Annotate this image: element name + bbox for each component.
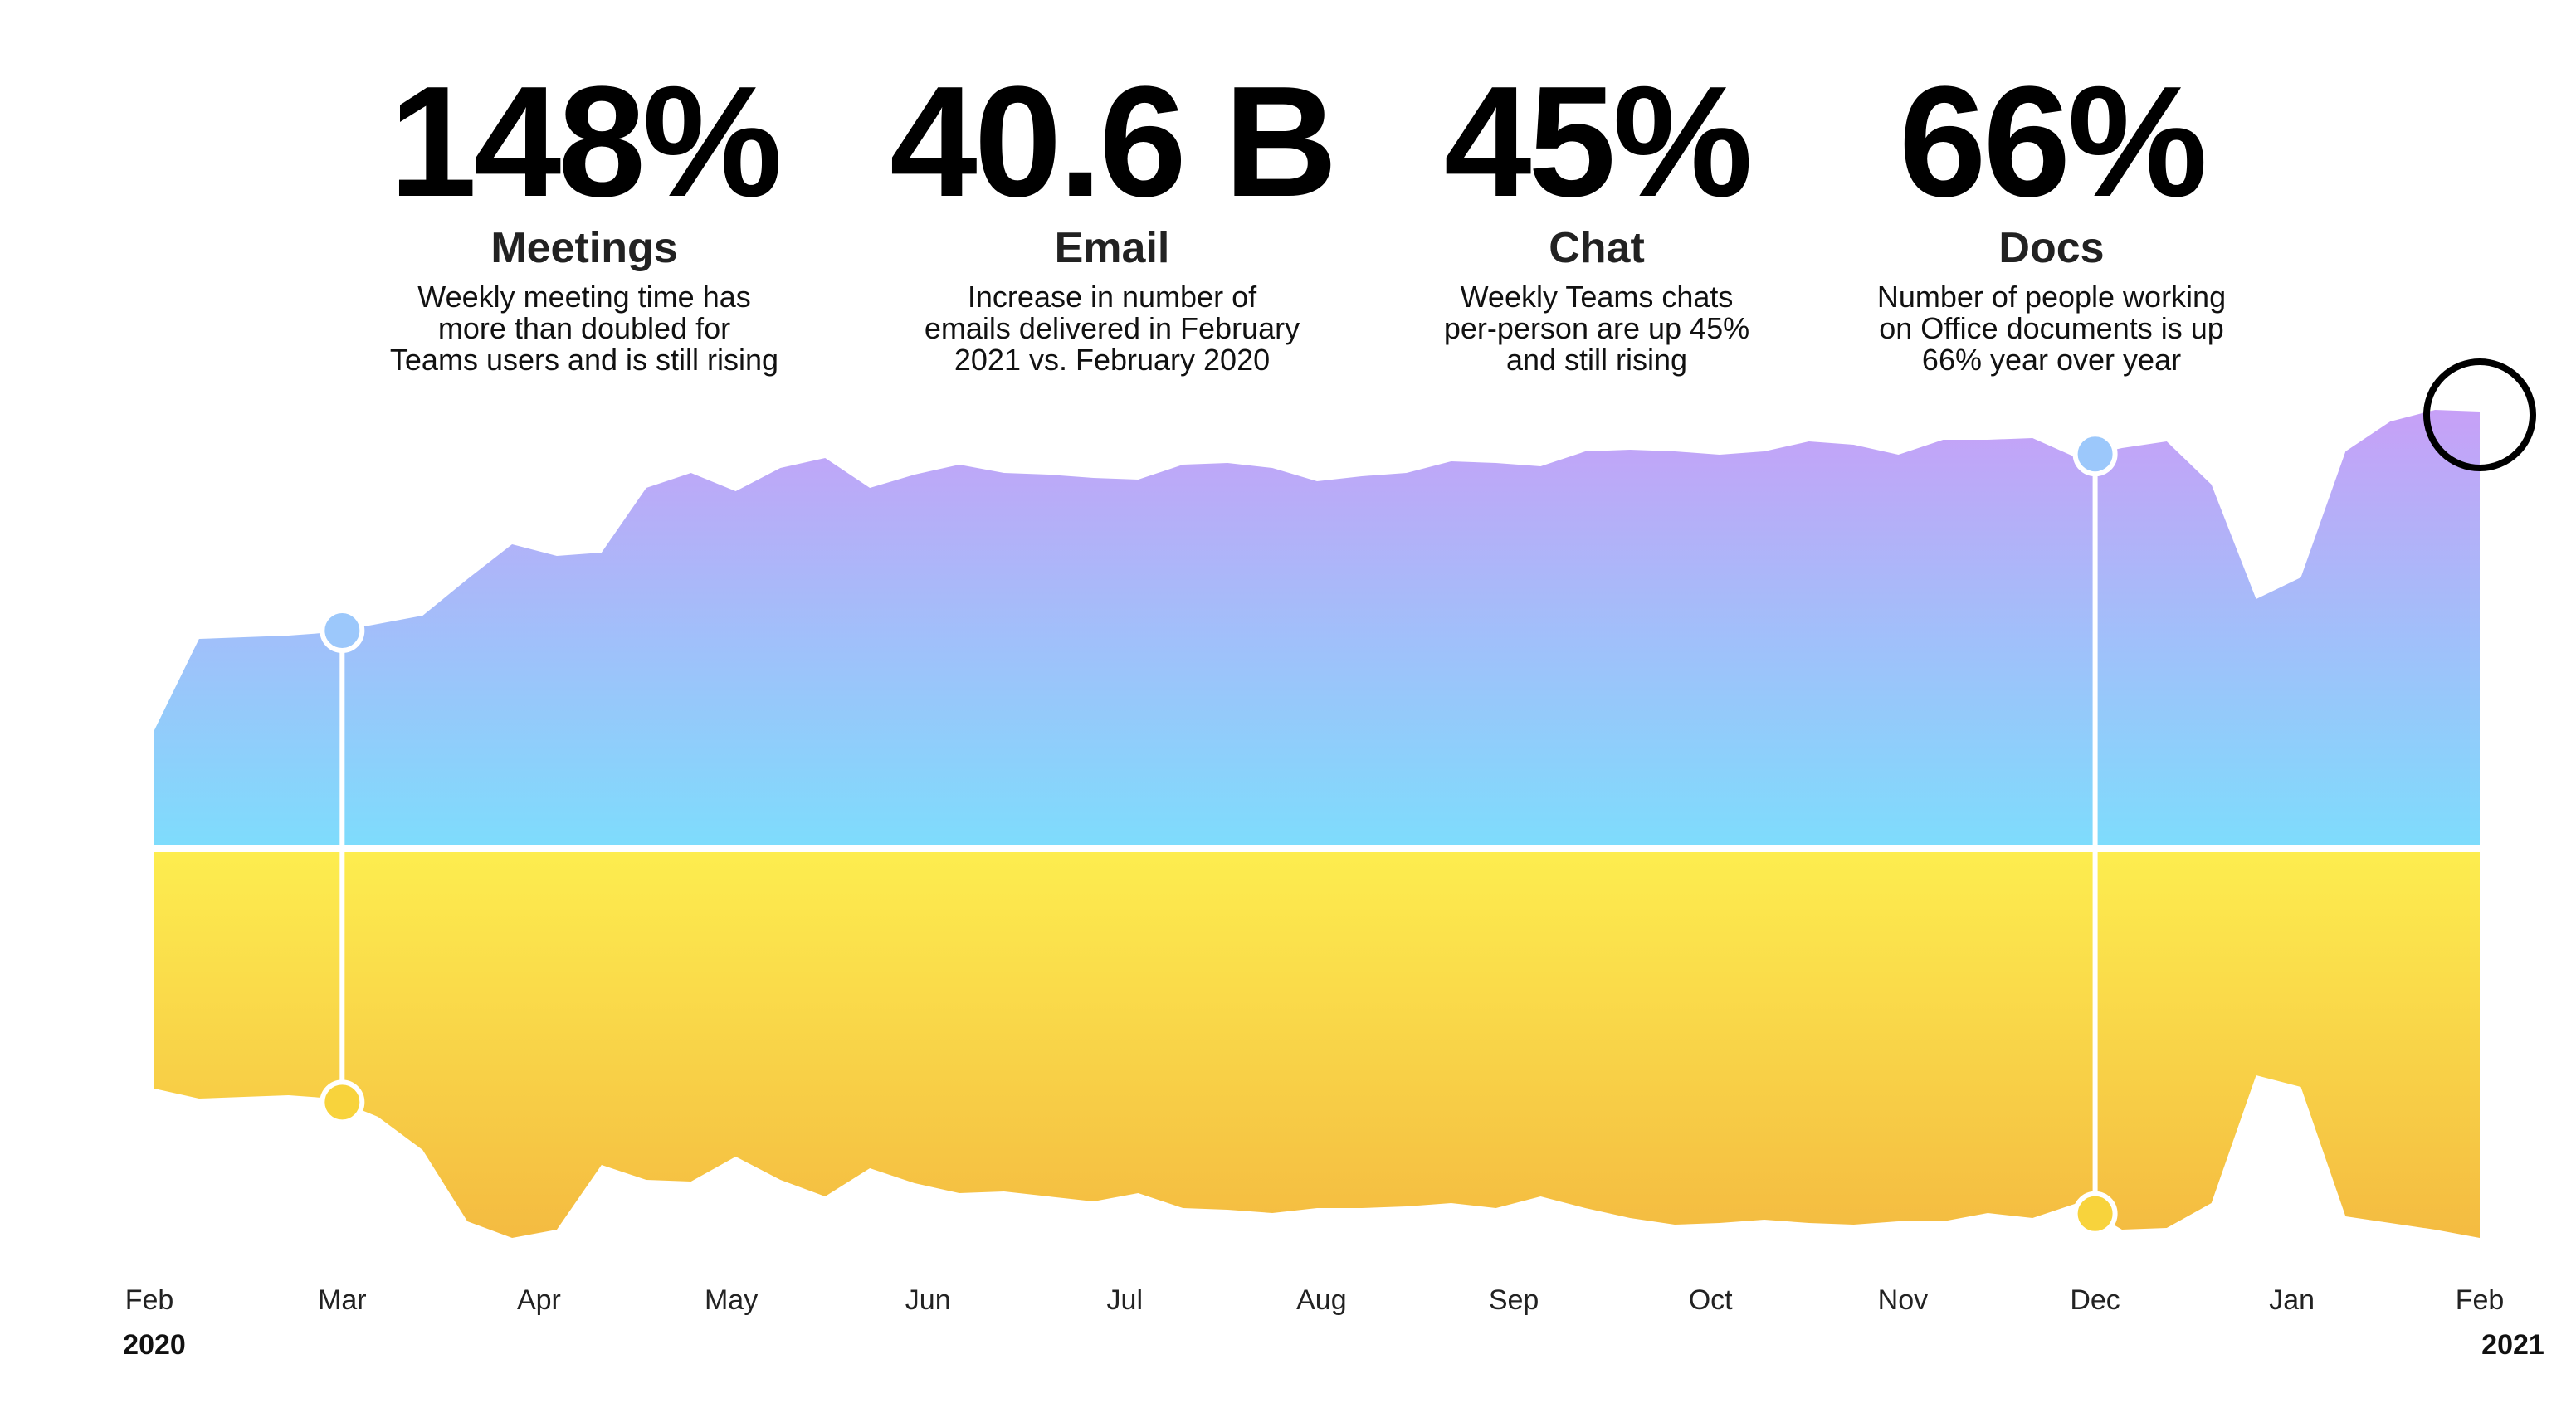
stat-description: on Office documents is up	[1879, 311, 2224, 345]
x-tick-label: Mar	[318, 1284, 367, 1316]
highlight-dot	[320, 1079, 365, 1125]
stat-description: Teams users and is still rising	[390, 343, 778, 377]
stat-value: 40.6 B	[890, 54, 1334, 230]
x-tick-label: Jul	[1107, 1284, 1143, 1316]
stat-label: Chat	[1549, 224, 1645, 272]
stat-value: 45%	[1444, 54, 1749, 230]
highlight-dot	[320, 608, 365, 653]
area	[154, 410, 2480, 846]
x-tick-label: Dec	[2070, 1284, 2120, 1316]
stat-description: emails delivered in February	[925, 311, 1300, 345]
stat-description: 66% year over year	[1922, 343, 2181, 377]
stat-description: 2021 vs. February 2020	[954, 343, 1270, 377]
x-tick-label: Sep	[1489, 1284, 1539, 1316]
x-tick-label: Nov	[1878, 1284, 1928, 1316]
stat-description: Weekly Teams chats	[1461, 280, 1734, 314]
highlight-dot	[2072, 431, 2118, 477]
stat-description: and still rising	[1506, 343, 1687, 377]
x-tick-label: Jun	[905, 1284, 951, 1316]
year-label: 2020	[123, 1329, 186, 1361]
stat-label: Email	[1055, 224, 1170, 272]
area	[154, 851, 2480, 1238]
highlight-dot	[2072, 1191, 2118, 1236]
x-tick-label: Jan	[2269, 1284, 2315, 1316]
end-ring	[2423, 358, 2536, 471]
stat-value: 148%	[389, 54, 779, 230]
x-tick-label: Feb	[2456, 1284, 2505, 1316]
stat-description: per-person are up 45%	[1444, 311, 1749, 345]
stat-label: Docs	[1998, 224, 2104, 272]
x-tick-label: Apr	[517, 1284, 561, 1316]
x-tick-label: May	[705, 1284, 758, 1316]
x-tick-label: Oct	[1689, 1284, 1733, 1316]
x-tick-label: Aug	[1296, 1284, 1347, 1316]
stat-description: Number of people working	[1877, 280, 2226, 314]
year-label: 2021	[2481, 1329, 2544, 1361]
stat-description: more than doubled for	[438, 311, 730, 345]
stat-description: Weekly meeting time has	[417, 280, 751, 314]
stat-label: Meetings	[490, 224, 677, 272]
stat-value: 66%	[1899, 54, 2204, 230]
stat-description: Increase in number of	[968, 280, 1257, 314]
x-tick-label: Feb	[125, 1284, 174, 1316]
